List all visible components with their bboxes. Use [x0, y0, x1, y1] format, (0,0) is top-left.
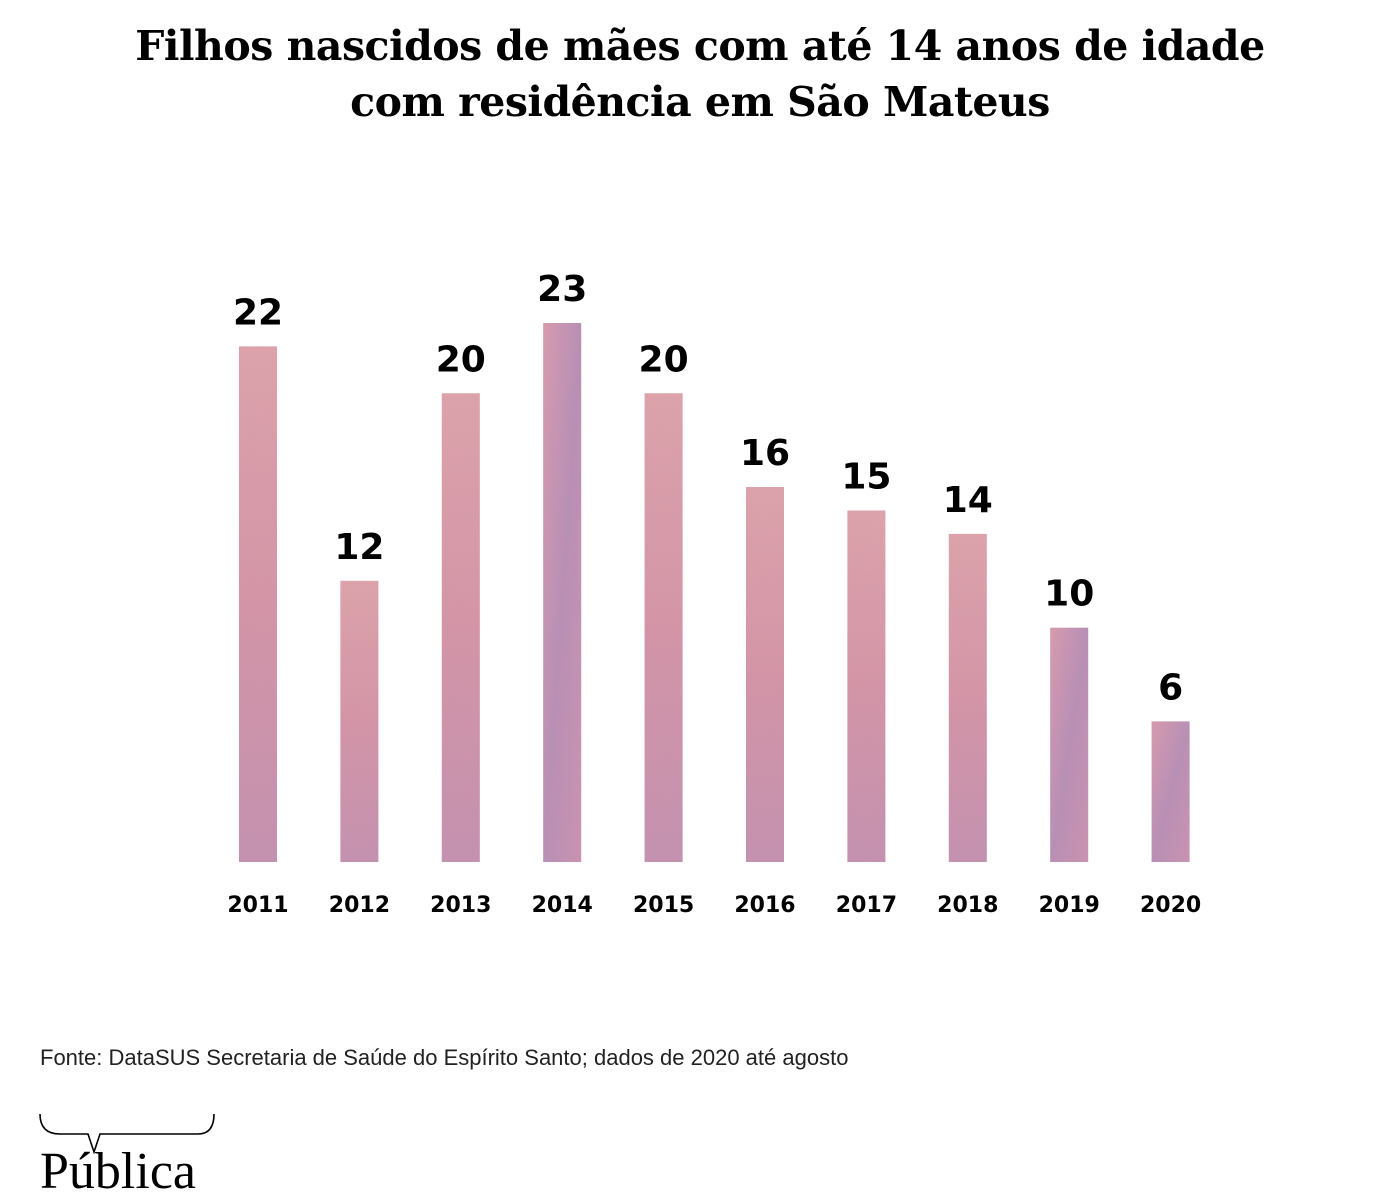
publica-logo: Pública: [36, 1110, 226, 1200]
value-label-2011: 22: [233, 292, 283, 333]
source-note: Fonte: DataSUS Secretaria de Saúde do Es…: [40, 1045, 849, 1070]
bars-group: [239, 323, 1190, 862]
chart-title: Filhos nascidos de mães com até 14 anos …: [0, 18, 1400, 130]
category-label-2014: 2014: [532, 893, 593, 918]
value-label-2020: 6: [1158, 667, 1183, 708]
value-label-2014: 23: [537, 269, 587, 310]
value-label-2019: 10: [1044, 574, 1094, 615]
bar-2012: [340, 580, 379, 862]
bar-2011: [239, 346, 277, 862]
category-label-2011: 2011: [227, 893, 288, 918]
value-labels-group: 22 12 20 23 20 16 15 14 10 6: [233, 269, 1183, 708]
category-label-2016: 2016: [734, 893, 795, 918]
category-label-2020: 2020: [1140, 893, 1201, 918]
category-label-2019: 2019: [1039, 893, 1100, 918]
chart-title-line-2: com residência em São Mateus: [350, 78, 1050, 126]
category-label-2018: 2018: [937, 893, 998, 918]
value-label-2018: 14: [943, 480, 993, 521]
value-label-2012: 12: [334, 527, 384, 568]
value-label-2017: 15: [841, 457, 891, 498]
bar-2015: [644, 393, 683, 862]
category-label-2015: 2015: [633, 893, 694, 918]
category-label-2017: 2017: [836, 893, 897, 918]
chart-title-line-1: Filhos nascidos de mães com até 14 anos …: [135, 22, 1265, 70]
bar-2013: [441, 393, 480, 862]
category-label-2013: 2013: [430, 893, 491, 918]
speech-bracket-icon: [39, 1113, 215, 1155]
value-label-2015: 20: [639, 339, 689, 380]
logo-text: Pública: [40, 1143, 196, 1200]
value-label-2016: 16: [740, 433, 790, 474]
value-label-2013: 20: [436, 339, 486, 380]
bar-2016: [746, 487, 784, 862]
bar-2018: [948, 533, 987, 862]
category-labels-group: 2011 2012 2013 2014 2015 2016 2017 2018 2019 2020: [227, 893, 1201, 918]
bar-2019: [1050, 627, 1089, 862]
bar-2020: [1151, 721, 1190, 862]
bar-2014: [543, 323, 582, 862]
bar-2017: [847, 510, 886, 862]
category-label-2012: 2012: [329, 893, 390, 918]
